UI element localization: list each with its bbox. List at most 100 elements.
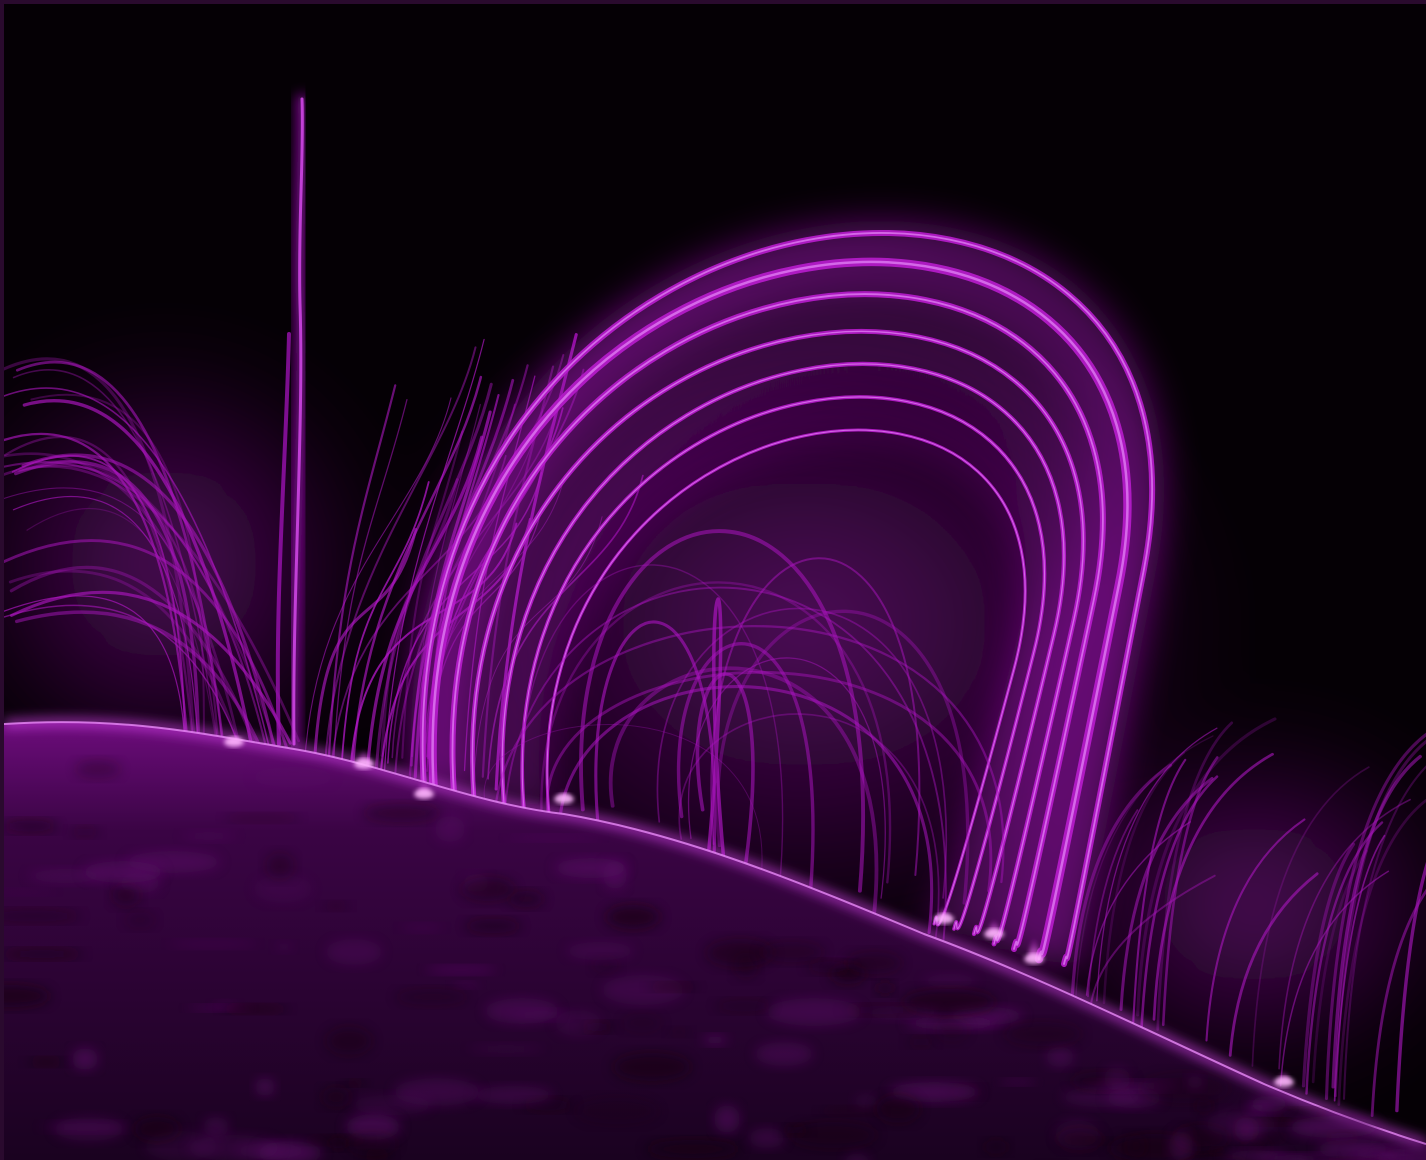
surface-mottle [461, 877, 515, 901]
surface-mottle [1250, 1096, 1288, 1112]
coronal-loop-core [431, 260, 1129, 961]
loop-strand [4, 357, 196, 741]
loop-strand [4, 595, 186, 744]
surface-mottle [715, 1000, 773, 1012]
surface-mottle [75, 760, 121, 778]
surface-mottle [301, 1136, 369, 1144]
right-strand [1161, 756, 1219, 1027]
surface-mottle [1289, 1116, 1379, 1138]
surface-mottle [254, 875, 312, 903]
surface-mottle [907, 1037, 935, 1047]
surface-mottle [1057, 1128, 1103, 1150]
inner-loop [688, 657, 886, 899]
surface-mottle [984, 1140, 1008, 1154]
surface-mottle [749, 1128, 785, 1148]
surface-mottle [1187, 1075, 1203, 1089]
spray-strand [383, 338, 485, 775]
right-strand [1228, 872, 1319, 1057]
surface-mottle [362, 1152, 392, 1160]
right-strand [1085, 821, 1192, 996]
surface-mottle [426, 966, 496, 974]
surface-mottle [1202, 1148, 1230, 1154]
loop-strand [12, 369, 219, 745]
right-strand [1333, 834, 1386, 1102]
surface-mottle [134, 1117, 180, 1141]
loop-strand [22, 399, 253, 746]
spray-strand [303, 397, 452, 773]
surface-mottle [646, 1140, 740, 1158]
surface-mottle [889, 1082, 979, 1102]
surface-mottle [223, 814, 301, 822]
footpoint-core [354, 759, 374, 769]
surface-mottle [203, 1117, 229, 1137]
surface-mottle [4, 889, 57, 895]
inner-loop [545, 671, 993, 893]
loop-strand [4, 487, 223, 740]
right-strand [1370, 888, 1426, 1117]
surface-mottle [936, 1018, 968, 1042]
surface-mottle [508, 891, 544, 907]
right-strand [1136, 717, 1277, 1017]
surface-mottle [755, 1042, 813, 1066]
surface-mottle [188, 1135, 280, 1160]
spray-strand [327, 384, 397, 769]
surface-mottle [40, 1122, 134, 1132]
spray-strand [312, 527, 418, 770]
footpoint-core [1024, 954, 1044, 964]
loop-strand [4, 387, 270, 747]
loop-strand [9, 565, 257, 746]
surface-mottle [648, 983, 698, 991]
right-strand [1251, 766, 1370, 1067]
left-loop-fan [4, 357, 301, 751]
tall-spike [275, 94, 308, 749]
surface-mottle [668, 1028, 690, 1036]
surface-mottle [1004, 1022, 1082, 1046]
inner-loop [579, 529, 866, 893]
surface-mottle [274, 942, 294, 952]
loop-strand [14, 460, 201, 750]
surface-mottle [83, 861, 163, 883]
surface-mottle [846, 952, 902, 974]
surface-mottle [760, 942, 824, 962]
surface-mottle [1140, 1073, 1230, 1103]
surface-mottle [112, 884, 140, 906]
surface-mottle [506, 835, 602, 841]
coronal-loop-core [421, 232, 1153, 965]
surface-mottle [395, 989, 469, 1005]
surface-mottle [876, 1095, 920, 1123]
inner-loop [540, 581, 892, 884]
surface-mottle [1169, 1131, 1193, 1160]
surface-mottle [555, 858, 627, 878]
surface-mottle [473, 1086, 553, 1104]
inner-loop [702, 597, 726, 898]
surface-mottle [266, 853, 294, 879]
surface-mottle [923, 974, 977, 988]
right-strand [1331, 754, 1422, 1089]
loop-strand [4, 432, 189, 747]
surface-mottle [1104, 1067, 1130, 1091]
right-strand [1074, 735, 1214, 1006]
right-loop-fan [1070, 717, 1426, 1117]
surface-mottle [322, 1087, 350, 1107]
footpoint-core [554, 794, 574, 804]
footpoint-core [984, 929, 1004, 939]
right-strand [1279, 870, 1390, 1087]
loop-strand [8, 569, 240, 745]
surface-mottle [714, 1105, 740, 1133]
coronal-loop-core [451, 293, 1104, 950]
inner-loop [483, 724, 763, 896]
inner-loop [678, 713, 940, 943]
surface-mottle [1000, 1079, 1036, 1085]
right-strand [1119, 776, 1214, 1011]
spray-strand [364, 435, 484, 789]
surface-mottle [4, 985, 50, 1007]
inner-loop [520, 564, 784, 892]
right-strand [1132, 758, 1187, 1024]
surface-mottle [346, 1114, 400, 1140]
surface-mottle [4, 949, 83, 959]
spray-strand [323, 346, 477, 774]
spray-strand [351, 375, 483, 777]
surface-mottle [1317, 1139, 1389, 1159]
surface-mottle [181, 831, 237, 841]
surface-mottle [394, 1078, 480, 1106]
